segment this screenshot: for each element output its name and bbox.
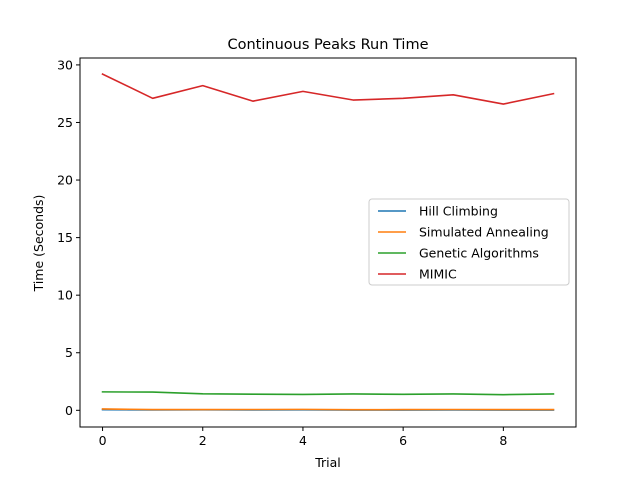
chart-title: Continuous Peaks Run Time [228,37,429,53]
x-axis-label: Trial [314,455,341,470]
series-lines [101,73,555,411]
x-tick-label: 2 [199,433,207,448]
y-tick-label: 15 [57,230,73,245]
axis-ticks: 0 2 4 6 8 0 5 10 15 20 25 30 [57,57,507,448]
legend-label: MIMIC [419,267,457,282]
y-tick-label: 5 [65,345,73,360]
x-tick-label: 8 [499,433,507,448]
legend-label: Hill Climbing [419,204,498,219]
series-line-genetic-algorithms [101,391,555,396]
y-tick-label: 10 [57,288,73,303]
legend: Hill Climbing Simulated Annealing Genetic … [368,198,570,286]
legend-box [368,198,570,286]
plot-frame [79,57,577,428]
x-tick-label: 4 [299,433,307,448]
series-line-simulated-annealing [101,408,555,411]
y-tick-label: 25 [57,115,73,130]
y-axis-label: Time (Seconds) [31,195,46,293]
y-tick-label: 20 [57,173,73,188]
legend-label: Simulated Annealing [419,225,549,240]
x-tick-label: 6 [399,433,407,448]
series-line-mimic [101,73,555,105]
y-tick-label: 0 [65,403,73,418]
y-tick-label: 30 [57,57,73,72]
x-tick-label: 0 [99,433,107,448]
legend-label: Genetic Algorithms [419,246,539,261]
